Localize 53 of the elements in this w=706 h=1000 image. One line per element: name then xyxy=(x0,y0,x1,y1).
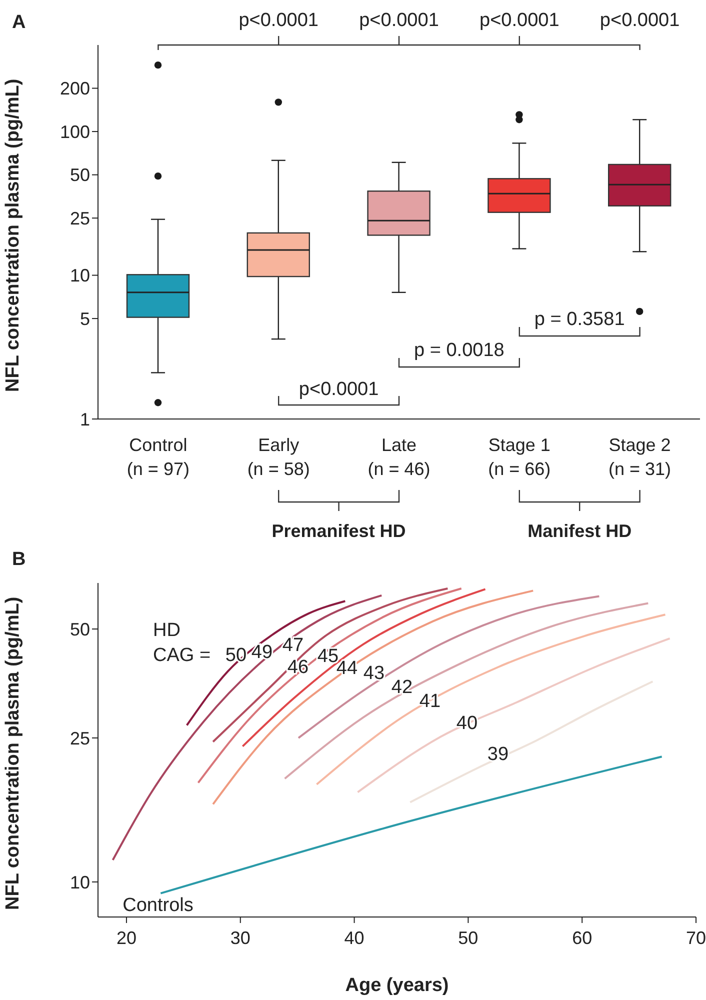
series-label: 45 xyxy=(317,646,339,667)
x-tick-label: 70 xyxy=(686,928,706,948)
x-tick-label: 20 xyxy=(116,928,136,948)
series-label: 41 xyxy=(419,691,441,712)
series-label: 50 xyxy=(225,645,247,666)
x-tick-label: 50 xyxy=(458,928,478,948)
line-series xyxy=(212,590,534,806)
text: Premanifest HD xyxy=(272,521,406,541)
y-tick-label: 25 xyxy=(70,728,90,748)
line-series xyxy=(212,587,449,743)
y-tick-label: 10 xyxy=(70,266,90,286)
series-label: Controls xyxy=(122,895,194,916)
y-tick-label: 1 xyxy=(80,409,90,430)
annotation: CAG = xyxy=(153,645,211,666)
series-label: 43 xyxy=(363,663,385,684)
y-tick-label: 50 xyxy=(70,165,90,186)
annotation: p = 0.3581 xyxy=(534,309,625,330)
x-tick-label: Control (n = 97) xyxy=(126,435,190,479)
text: p<0.0001 xyxy=(480,10,560,31)
series-label: 40 xyxy=(456,713,478,734)
y-tick-label: 5 xyxy=(80,308,90,329)
text: p<0.0001 xyxy=(238,10,318,31)
y-tick-label: 10 xyxy=(70,872,90,892)
x-tick-label: 40 xyxy=(344,928,364,948)
y-tick-label: 200 xyxy=(60,78,90,99)
series-label: 39 xyxy=(487,744,509,765)
x-tick-label: 60 xyxy=(572,928,592,948)
y-tick-label: 25 xyxy=(70,208,90,228)
annotation: p = 0.0018 xyxy=(414,340,504,361)
text: Manifest HD xyxy=(528,521,632,541)
series-label: 42 xyxy=(391,677,413,698)
line-series xyxy=(316,614,666,786)
y-axis-title: NFL concentration plasma (pg/mL) xyxy=(2,596,24,910)
text: p<0.0001 xyxy=(600,10,680,31)
text: p<0.0001 xyxy=(359,10,439,31)
annotation: p<0.0001 xyxy=(298,379,379,400)
chart-title: B xyxy=(12,549,26,570)
x-axis-title: Age (years) xyxy=(345,975,449,996)
line-series xyxy=(112,594,383,861)
x-tick-label: Early (n = 58) xyxy=(247,435,310,479)
x-tick-label: Stage 2 (n = 31) xyxy=(608,435,672,479)
y-axis-title: NFL concentration plasma (pg/mL) xyxy=(2,78,24,392)
series-label: 47 xyxy=(282,635,304,656)
x-tick-label: Stage 1 (n = 66) xyxy=(488,435,551,479)
y-tick-label: 100 xyxy=(60,122,90,142)
x-tick-label: 30 xyxy=(230,928,250,948)
annotation: HD xyxy=(153,620,180,641)
line-series xyxy=(356,637,671,794)
series-label: 49 xyxy=(251,642,273,663)
x-tick-label: Late (n = 46) xyxy=(368,435,430,479)
y-tick-label: 50 xyxy=(70,619,90,640)
chart-title: A xyxy=(12,12,26,33)
line-series xyxy=(284,602,650,780)
